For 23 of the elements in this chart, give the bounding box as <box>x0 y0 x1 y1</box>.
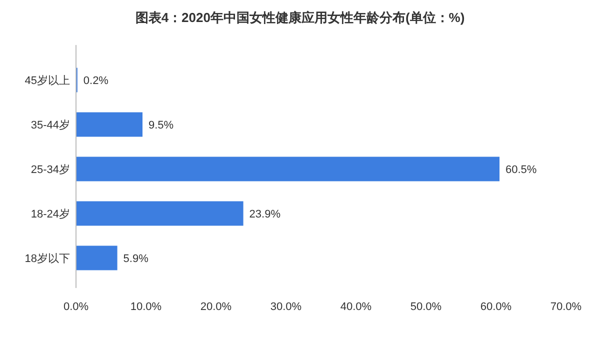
data-label: 9.5% <box>148 119 174 132</box>
bar <box>76 246 118 270</box>
x-tick-label: 40.0% <box>340 301 372 313</box>
data-label: 0.2% <box>83 74 109 87</box>
bar <box>76 201 244 226</box>
y-tick-label: 18-24岁 <box>30 208 70 220</box>
x-tick-label: 70.0% <box>550 301 582 313</box>
bar <box>76 156 500 182</box>
x-tick-label: 20.0% <box>200 301 232 313</box>
data-label: 23.9% <box>249 208 281 220</box>
x-tick-label: 30.0% <box>270 301 302 313</box>
x-tick-label: 0.0% <box>63 301 89 313</box>
data-label: 60.5% <box>506 164 537 176</box>
bar <box>76 112 142 137</box>
x-tick-label: 60.0% <box>480 301 512 313</box>
x-tick-label: 50.0% <box>410 301 442 313</box>
data-label: 5.9% <box>123 252 149 265</box>
x-tick-label: 10.0% <box>130 301 162 313</box>
y-tick-label: 18岁以下 <box>24 252 70 265</box>
y-tick-label: 35-44岁 <box>30 119 70 132</box>
y-tick-label: 45岁以上 <box>24 74 70 87</box>
chart-title: 图表4：2020年中国女性健康应用女性年龄分布(单位：%) <box>135 10 465 25</box>
y-tick-label: 25-34岁 <box>30 164 70 176</box>
